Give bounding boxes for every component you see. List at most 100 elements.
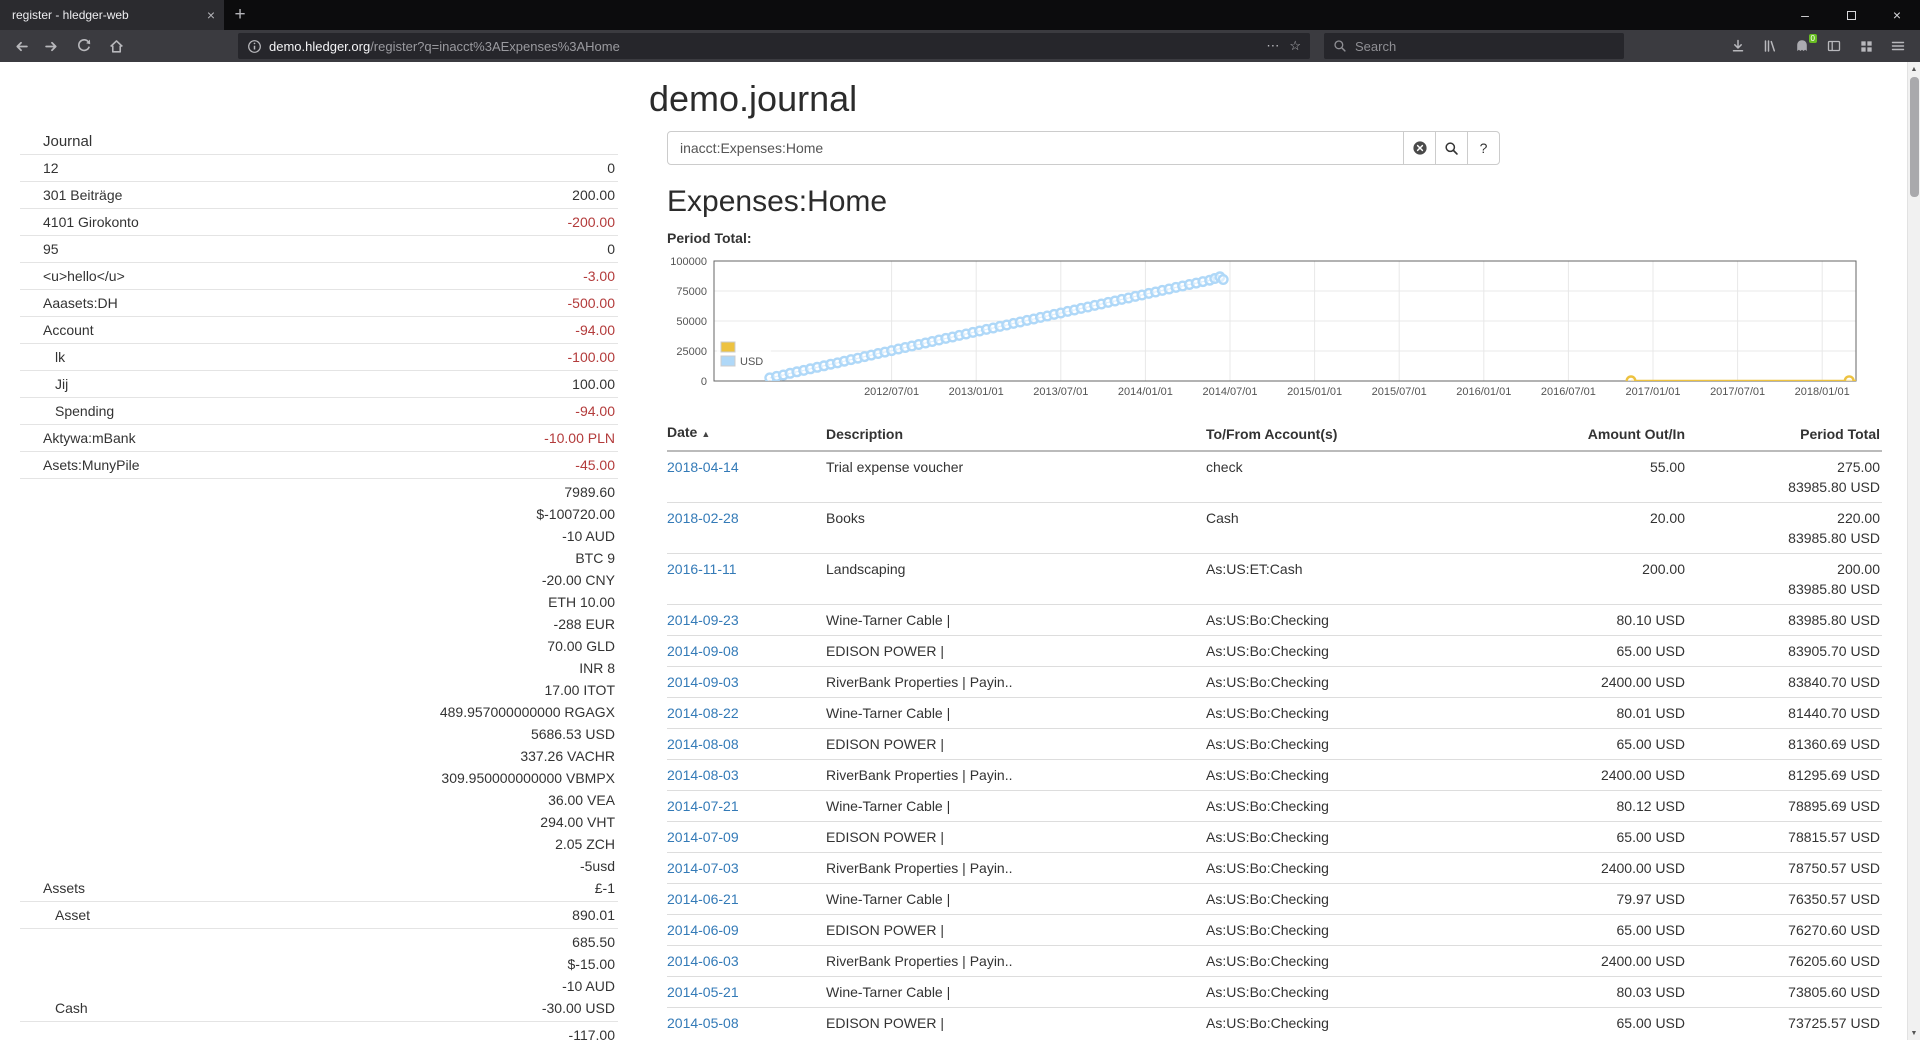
library-button[interactable] — [1756, 33, 1784, 59]
clear-query-button[interactable] — [1403, 131, 1436, 165]
sidebar-account-balance: -94.00 — [575, 322, 615, 338]
maximize-button[interactable] — [1828, 0, 1874, 30]
page-content: demo.journal Journal 12 0 301 Beiträge 200.… — [0, 62, 1920, 1040]
transaction-date-link[interactable]: 2018-02-28 — [667, 510, 739, 526]
transaction-date-link[interactable]: 2014-06-21 — [667, 891, 739, 907]
transaction-date-link[interactable]: 2018-04-14 — [667, 459, 739, 475]
query-form: ? — [667, 131, 1500, 165]
new-tab-button[interactable]: + — [234, 4, 246, 25]
minimize-button[interactable]: – — [1801, 7, 1809, 23]
close-button[interactable]: × — [1892, 7, 1902, 23]
transaction-date-link[interactable]: 2014-08-03 — [667, 767, 739, 783]
help-button[interactable]: ? — [1467, 131, 1500, 165]
extension-button[interactable]: 0 — [1788, 33, 1817, 59]
menu-button[interactable] — [1884, 33, 1912, 59]
page-scrollbar[interactable]: ▲ ▼ — [1907, 62, 1920, 1040]
column-header-date[interactable]: Date ▲ — [667, 417, 826, 452]
transaction-date-link[interactable]: 2016-11-11 — [667, 561, 737, 577]
reload-button[interactable] — [70, 33, 98, 59]
transaction-period-total: 78750.57 USD — [1687, 852, 1882, 884]
transaction-period-total: 83985.80 USD — [1687, 604, 1882, 636]
transaction-date-link[interactable]: 2014-09-08 — [667, 643, 739, 659]
sidebar-account-link[interactable]: Assets — [43, 880, 86, 896]
transaction-account: As:US:Bo:Checking — [1206, 914, 1506, 946]
page-actions-icon[interactable]: ⋯ — [1266, 38, 1280, 53]
transaction-amount: 20.00 — [1506, 502, 1687, 554]
sidebar-account-link[interactable]: Account — [43, 322, 94, 338]
transaction-date-link[interactable]: 2014-07-09 — [667, 829, 739, 845]
sidebar-account-link[interactable]: Asets:MunyPile — [43, 457, 140, 473]
sidebar-account-link[interactable]: Asset — [55, 907, 91, 923]
transaction-description: RiverBank Properties | Payin.. — [826, 945, 1206, 977]
sidebar-account-row: 95 0 — [20, 235, 618, 262]
url-bar[interactable]: demo.hledger.org/register?q=inacct%3AExp… — [238, 33, 1310, 59]
register-row: 2014-09-08 EDISON POWER | As:US:Bo:Checkin… — [667, 635, 1882, 667]
svg-text:25000: 25000 — [676, 346, 707, 358]
sidebar-account-link[interactable]: Jij — [55, 376, 69, 392]
back-button[interactable] — [6, 33, 34, 59]
register-row: 2014-08-22 Wine-Tarner Cable | As:US:Bo:Ch… — [667, 697, 1882, 729]
sort-caret-icon: ▲ — [701, 429, 711, 439]
transaction-description: RiverBank Properties | Payin.. — [826, 759, 1206, 791]
sidebar-account-link[interactable]: 95 — [43, 241, 59, 257]
transaction-date-link[interactable]: 2014-05-21 — [667, 984, 739, 1000]
period-total-label: Period Total: — [667, 230, 752, 246]
sidebar-account-row: Account -94.00 — [20, 316, 618, 343]
download-icon — [1732, 39, 1744, 52]
transaction-period-total: 76350.57 USD — [1687, 883, 1882, 915]
sidebar-account-link[interactable]: 4101 Girokonto — [43, 214, 139, 230]
grid-apps-button[interactable] — [1852, 33, 1880, 59]
browser-tab[interactable]: register - hledger-web × — [0, 0, 224, 30]
transaction-date-link[interactable]: 2014-07-03 — [667, 860, 739, 876]
transaction-date-link[interactable]: 2014-09-23 — [667, 612, 739, 628]
browser-search-field[interactable]: Search — [1324, 33, 1624, 59]
site-info-icon[interactable] — [247, 39, 262, 54]
search-query-button[interactable] — [1435, 131, 1468, 165]
query-input[interactable] — [667, 131, 1404, 165]
sidebar-account-link[interactable]: <u>hello</u> — [43, 268, 125, 284]
scrollbar-thumb[interactable] — [1910, 77, 1919, 197]
sidebar-account-link[interactable]: 12 — [43, 160, 59, 176]
transaction-date-link[interactable]: 2014-07-21 — [667, 798, 739, 814]
svg-text:2015/07/01: 2015/07/01 — [1372, 386, 1427, 398]
forward-button[interactable] — [38, 33, 66, 59]
bookmark-star-icon[interactable]: ☆ — [1289, 38, 1301, 53]
transaction-period-total: 73805.60 USD — [1687, 976, 1882, 1008]
sidebar-account-link[interactable]: Aaasets:DH — [43, 295, 118, 311]
register-row: 2014-08-08 EDISON POWER | As:US:Bo:Checkin… — [667, 728, 1882, 760]
transaction-date-link[interactable]: 2014-06-09 — [667, 922, 739, 938]
sidebar-toggle-button[interactable] — [1820, 33, 1848, 59]
sidebar-account-link[interactable]: Spending — [55, 403, 115, 419]
sidebar-account-row: Spending -94.00 — [20, 397, 618, 424]
reload-icon — [78, 39, 91, 52]
scroll-down-icon[interactable]: ▼ — [1910, 1029, 1918, 1037]
svg-text:0: 0 — [701, 376, 707, 388]
transaction-date-link[interactable]: 2014-08-08 — [667, 736, 739, 752]
sidebar-account-row: <u>hello</u> -3.00 — [20, 262, 618, 289]
home-button[interactable] — [102, 33, 130, 59]
transaction-date-link[interactable]: 2014-08-22 — [667, 705, 739, 721]
transaction-date-link[interactable]: 2014-06-03 — [667, 953, 739, 969]
transaction-amount: 80.01 USD — [1506, 697, 1687, 729]
sidebar-account-row: 301 Beiträge 200.00 — [20, 181, 618, 208]
transaction-date-link[interactable]: 2014-09-03 — [667, 674, 739, 690]
register-row: 2014-06-03 RiverBank Properties | Payin..… — [667, 945, 1882, 977]
sidebar-account-row: Asset 890.01 — [20, 901, 618, 928]
sidebar-account-link[interactable]: Cash — [55, 1000, 88, 1016]
register-tbody: 2018-04-14 Trial expense voucher check 55.0… — [667, 451, 1882, 1038]
transaction-account: As:US:Bo:Checking — [1206, 666, 1506, 698]
downloads-button[interactable] — [1724, 33, 1752, 59]
sidebar-account-link[interactable]: Aktywa:mBank — [43, 430, 136, 446]
sidebar-journal-link[interactable]: Journal — [43, 133, 93, 150]
scroll-up-icon[interactable]: ▲ — [1910, 65, 1918, 73]
sidebar-account-link[interactable]: 301 Beiträge — [43, 187, 123, 203]
transaction-description: RiverBank Properties | Payin.. — [826, 666, 1206, 698]
register-row: 2014-08-03 RiverBank Properties | Payin..… — [667, 759, 1882, 791]
tab-close-icon[interactable]: × — [206, 7, 215, 23]
transaction-period-total: 220.00 83985.80 USD — [1687, 502, 1882, 554]
sidebar-account-balance: 0 — [607, 160, 615, 176]
transaction-date-link[interactable]: 2014-05-08 — [667, 1015, 739, 1031]
sidebar-account-row: Assets 7989.60 $-100720.00 -10 AUD BTC 9 -20.… — [20, 478, 618, 901]
sidebar-account-link[interactable]: lk — [55, 349, 66, 365]
extension-badge: 0 — [1808, 34, 1817, 43]
